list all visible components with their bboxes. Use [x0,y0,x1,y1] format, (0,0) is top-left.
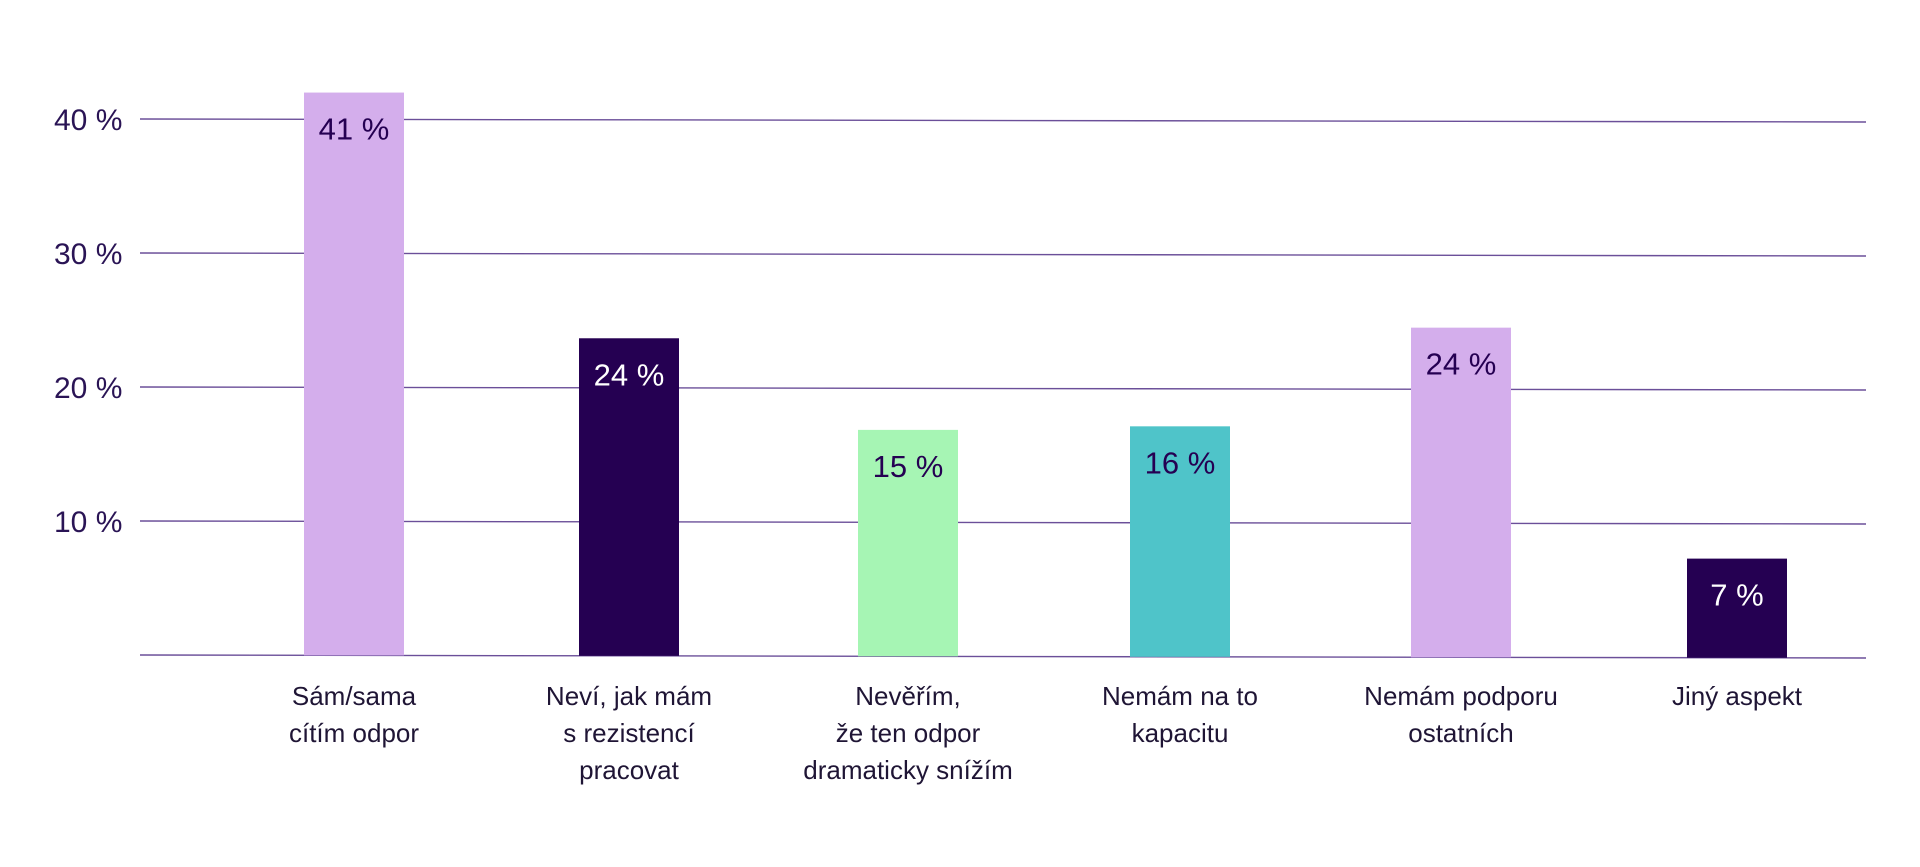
category-label-line: s rezistencí [563,718,695,748]
gridline [139,520,1867,525]
category-label-line: že ten odpor [836,718,981,748]
bar [304,92,404,656]
category-label-line: dramaticky snížím [803,755,1013,785]
category-label: Sám/sama cítím odpor [289,681,419,748]
category-label-line: ostatních [1408,718,1514,748]
y-tick-label: 30 % [54,238,122,271]
bar-value-label: 15 % [873,449,944,484]
category-label-line: cítím odpor [289,718,419,748]
bar-value-label: 16 % [1145,445,1216,480]
category-label-line: Nemám na to [1102,681,1258,711]
bars-layer [304,92,1787,658]
category-label-line: Neví, jak mám [546,681,712,711]
labels-layer: 10 % 20 % 30 % 40 % 41 % Sám/sama cítím odpor 2… [54,104,1803,785]
gridline [139,386,1867,391]
category-label: Jiný aspekt [1672,681,1803,711]
bar [1687,558,1787,658]
category-label-line: Sám/sama [292,681,417,711]
bar-value-label: 24 % [1426,347,1497,382]
category-label-line: Nevěřím, [855,681,960,711]
bar [1130,426,1230,657]
y-tick-label: 10 % [54,506,122,539]
bar-value-label: 24 % [594,357,665,392]
category-label-line: Nemám podporu [1364,681,1558,711]
bar-value-label: 7 % [1710,578,1763,613]
category-label-line: pracovat [579,755,679,785]
y-tick-label: 40 % [54,104,122,137]
bar [1411,327,1511,658]
category-label-line: Jiný aspekt [1672,681,1803,711]
bar [858,429,958,657]
gridline [139,252,1867,257]
category-label: Nevěřím, že ten odpor dramaticky snížím [803,681,1013,785]
category-label: Neví, jak mám s rezistencí pracovat [546,681,712,785]
category-label: Nemám podporu ostatních [1364,681,1558,748]
bar-value-label: 41 % [319,112,390,147]
grid-layer [139,118,1867,659]
y-tick-label: 20 % [54,372,122,405]
category-label-line: kapacitu [1132,718,1229,748]
category-label: Nemám na to kapacitu [1102,681,1258,748]
gridline [139,118,1867,123]
x-axis-baseline [139,654,1867,659]
bar [579,338,679,656]
